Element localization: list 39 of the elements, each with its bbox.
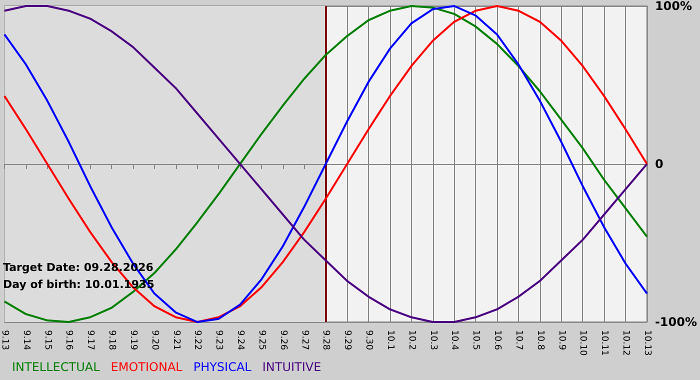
x-tick-label: 9.23 [214,330,224,350]
x-tick-label: 10.5 [470,330,481,350]
x-tick-label: 9.18 [106,330,117,350]
x-tick-label: 10.2 [406,330,416,350]
x-tick-label: 9.25 [256,330,266,350]
x-tick-label: 9.30 [364,330,374,350]
x-tick-label: 10.11 [599,330,610,356]
line-series [4,5,648,323]
x-tick-label: 10.13 [642,330,652,356]
x-tick-label: 9.13 [0,330,10,350]
x-tick-label: 9.14 [20,330,31,350]
y-tick-label: -100% [654,315,698,329]
x-tick-label: 9.15 [42,330,52,350]
x-tick-label: 9.17 [85,330,96,350]
x-tick-label: 10.1 [384,330,395,350]
x-tick-label: 9.27 [299,330,310,350]
x-tick-label: 10.4 [449,330,460,350]
x-tick-label: 9.28 [320,330,331,350]
x-tick-label: 9.19 [128,330,138,350]
x-tick-label: 9.21 [170,330,181,350]
y-tick-label: 100% [654,0,692,13]
x-tick-label: 10.6 [492,330,502,350]
x-tick-label: 10.12 [620,330,631,356]
text: INTUITIVE [262,360,322,374]
x-tick-label: 9.20 [149,330,160,350]
text: INTELLECTUAL [12,360,100,374]
text: PHYSICAL [193,360,252,374]
x-tick-label: 10.7 [513,330,524,350]
x-tick-label: 10.10 [578,330,588,356]
y-tick-label: 0 [654,157,664,171]
x-tick-label: 9.29 [342,330,352,350]
x-tick-label: 10.9 [556,330,566,350]
x-tick-label: 9.26 [278,330,288,350]
x-tick-label: 9.24 [235,330,246,350]
x-tick-label: 9.16 [64,330,74,350]
x-tick-label: 10.8 [534,330,545,350]
x-tick-label: 10.3 [428,330,438,350]
x-tick-label: 9.22 [192,330,202,350]
text: EMOTIONAL [110,360,183,374]
